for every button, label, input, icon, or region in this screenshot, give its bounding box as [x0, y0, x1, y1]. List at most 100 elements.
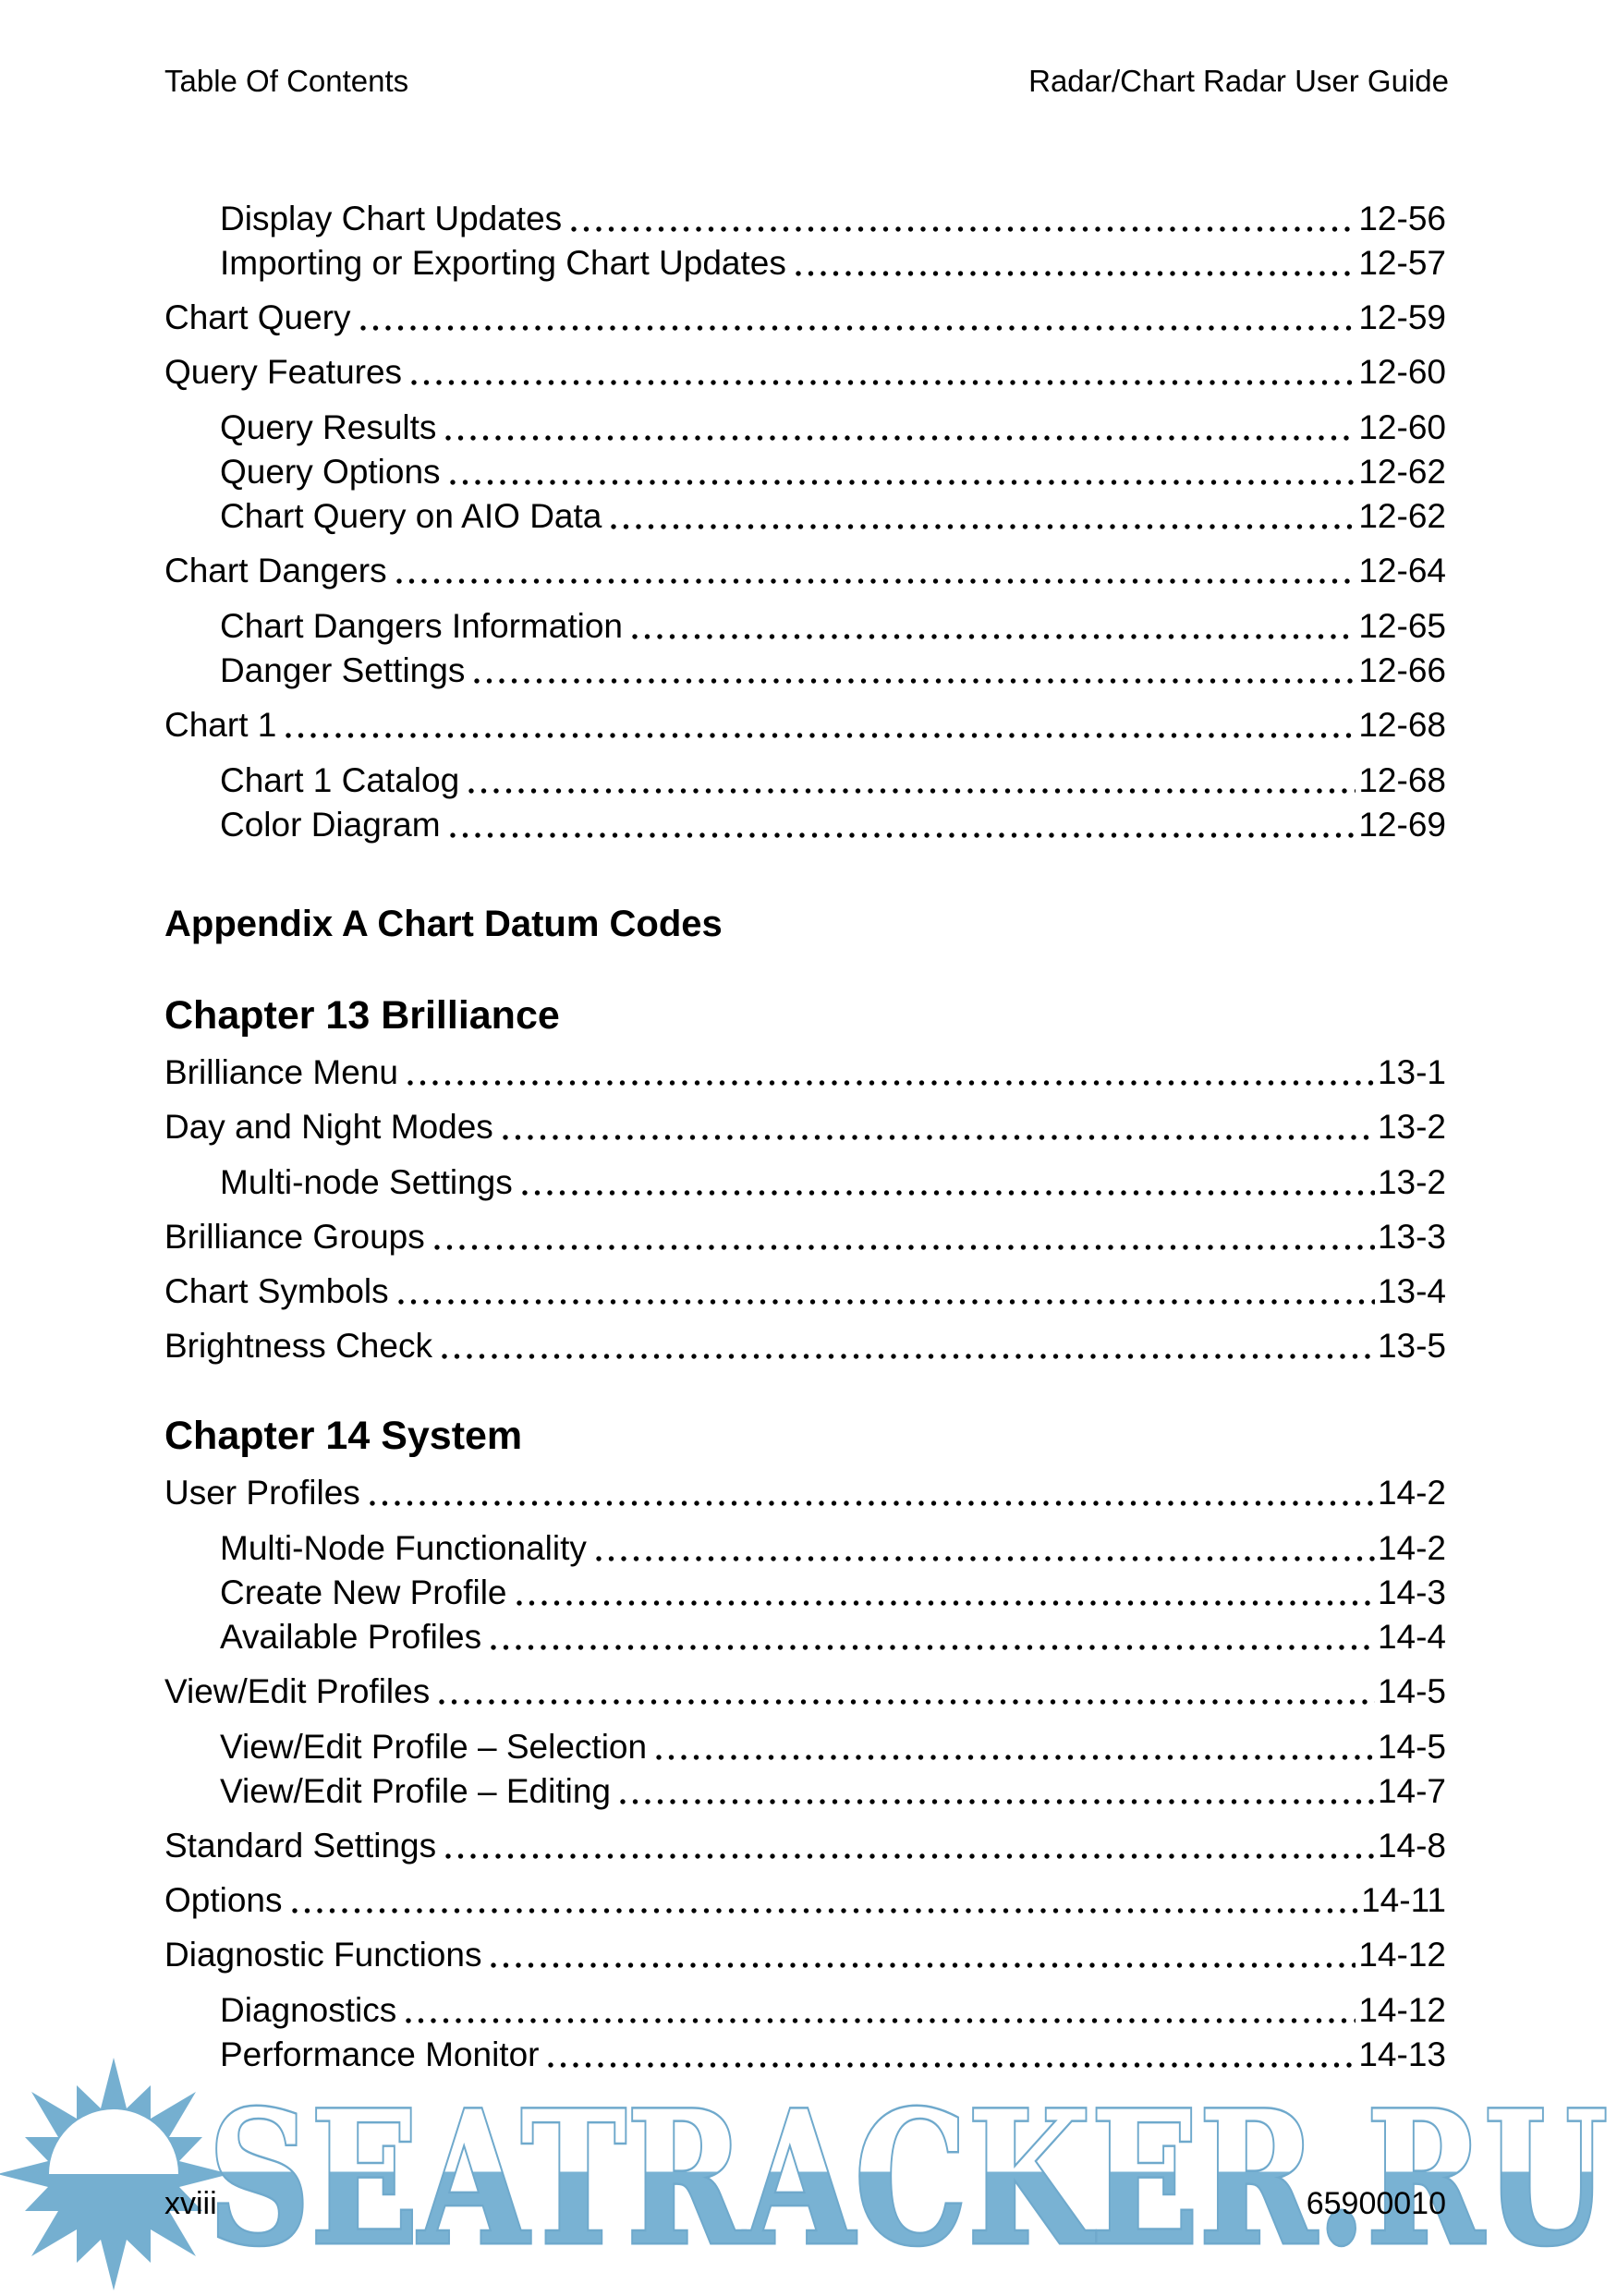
- toc-entry-page-number: 14-12: [1358, 1936, 1446, 1974]
- toc-entry-label: Day and Night Modes: [164, 1108, 493, 1146]
- toc-entry[interactable]: Chart Dangers Information 12-65: [164, 608, 1446, 645]
- toc-entry-label: View/Edit Profiles: [164, 1672, 431, 1710]
- toc-entry[interactable]: Color Diagram 12-69: [164, 807, 1446, 844]
- toc-entry[interactable]: Brilliance Menu 13-1: [164, 1054, 1446, 1091]
- toc-entry[interactable]: Diagnostics 14-12: [164, 1992, 1446, 2029]
- dot-leader: [359, 299, 1356, 336]
- toc-entry[interactable]: View/Edit Profiles 14-5: [164, 1673, 1446, 1710]
- toc-heading: Appendix A Chart Datum Codes: [164, 904, 1446, 944]
- dot-leader: [571, 200, 1356, 237]
- toc-entry-label: Chart Dangers Information: [220, 607, 623, 645]
- toc-entry-page-number: 12-60: [1358, 353, 1446, 391]
- toc-entry-page-number: 12-57: [1358, 244, 1446, 282]
- toc-entry[interactable]: Multi-node Settings 13-2: [164, 1164, 1446, 1201]
- toc-entry-label: Chart 1: [164, 706, 277, 744]
- dot-leader: [395, 553, 1356, 589]
- toc-entry-label: Chart Query on AIO Data: [220, 497, 602, 535]
- toc-entry-label: Performance Monitor: [220, 2035, 540, 2073]
- toc-heading-label: Chapter 14 System: [164, 1414, 523, 1458]
- toc-entry[interactable]: Multi-Node Functionality 14-2: [164, 1530, 1446, 1567]
- watermark-text: SEATRACKER.RU: [208, 2069, 1611, 2289]
- toc-entry-page-number: 14-7: [1377, 1772, 1446, 1810]
- toc-entry-label: Chart Dangers: [164, 552, 387, 589]
- toc-entry[interactable]: Danger Settings 12-66: [164, 652, 1446, 689]
- toc-entry[interactable]: Create New Profile 14-3: [164, 1574, 1446, 1611]
- dot-leader: [468, 762, 1356, 799]
- toc-entry[interactable]: Chart 1 Catalog 12-68: [164, 762, 1446, 799]
- toc-entry[interactable]: Day and Night Modes 13-2: [164, 1109, 1446, 1146]
- toc-heading: Chapter 14 System: [164, 1414, 1446, 1458]
- toc-entry-label: Brilliance Groups: [164, 1218, 425, 1256]
- toc-entry[interactable]: Available Profiles 14-4: [164, 1619, 1446, 1656]
- dot-leader: [502, 1109, 1375, 1146]
- toc-entry[interactable]: Chart 1 12-68: [164, 707, 1446, 744]
- dot-leader: [516, 1574, 1375, 1611]
- toc-entry[interactable]: Query Options 12-62: [164, 454, 1446, 491]
- toc-heading-label: Appendix A Chart Datum Codes: [164, 904, 723, 944]
- toc-entry[interactable]: Chart Symbols 13-4: [164, 1273, 1446, 1310]
- dot-leader: [397, 1273, 1375, 1310]
- toc-entry-label: View/Edit Profile – Editing: [220, 1772, 611, 1810]
- toc-entry[interactable]: Chart Query on AIO Data 12-62: [164, 498, 1446, 535]
- toc-entry[interactable]: Importing or Exporting Chart Updates 12-5…: [164, 245, 1446, 282]
- toc-entry-label: Multi-Node Functionality: [220, 1529, 587, 1567]
- dot-leader: [656, 1729, 1375, 1766]
- toc-entry[interactable]: Brightness Check 13-5: [164, 1328, 1446, 1365]
- toc-entry-page-number: 12-64: [1358, 552, 1446, 589]
- dot-leader: [433, 1219, 1375, 1256]
- toc-heading-label: Chapter 13 Brilliance: [164, 993, 560, 1038]
- toc-entry[interactable]: Options 14-11: [164, 1882, 1446, 1919]
- toc-entry-label: Query Features: [164, 353, 403, 391]
- header-left-title: Table Of Contents: [164, 64, 409, 98]
- toc-entry-page-number: 13-3: [1377, 1218, 1446, 1256]
- toc-entry-page-number: 14-13: [1358, 2035, 1446, 2073]
- toc-entry-page-number: 13-2: [1377, 1163, 1446, 1201]
- dot-leader: [445, 409, 1356, 446]
- toc-entry-label: Standard Settings: [164, 1827, 437, 1865]
- toc-entry-page-number: 14-11: [1361, 1881, 1446, 1919]
- toc-entry-page-number: 13-2: [1377, 1108, 1446, 1146]
- sun-logo-icon: [0, 2058, 230, 2290]
- dot-leader: [474, 652, 1356, 689]
- toc-entry-label: Options: [164, 1881, 283, 1919]
- toc-entry[interactable]: Chart Dangers 12-64: [164, 553, 1446, 589]
- dot-leader: [521, 1164, 1375, 1201]
- toc-entry[interactable]: User Profiles 14-2: [164, 1475, 1446, 1512]
- toc-entry[interactable]: Chart Query 12-59: [164, 299, 1446, 336]
- toc-entry[interactable]: Query Features 12-60: [164, 354, 1446, 391]
- dot-leader: [595, 1530, 1375, 1567]
- toc-entry-label: User Profiles: [164, 1474, 360, 1512]
- toc-entry-label: View/Edit Profile – Selection: [220, 1728, 648, 1766]
- toc-entry-label: Multi-node Settings: [220, 1163, 513, 1201]
- toc-entry[interactable]: Performance Monitor 14-13: [164, 2036, 1446, 2073]
- toc-entry[interactable]: View/Edit Profile – Selection 14-5: [164, 1729, 1446, 1766]
- toc-entry[interactable]: View/Edit Profile – Editing 14-7: [164, 1773, 1446, 1810]
- dot-leader: [445, 1828, 1375, 1865]
- dot-leader: [291, 1882, 1359, 1919]
- toc-entry-page-number: 14-3: [1377, 1573, 1446, 1611]
- toc-entry[interactable]: Query Results 12-60: [164, 409, 1446, 446]
- footer-page-number: xviii: [164, 2186, 217, 2221]
- dot-leader: [406, 1992, 1356, 2029]
- dot-leader: [407, 1054, 1375, 1091]
- toc-entry[interactable]: Display Chart Updates 12-56: [164, 200, 1446, 237]
- toc-entry-label: Danger Settings: [220, 651, 466, 689]
- toc-entry-page-number: 12-62: [1358, 453, 1446, 491]
- toc-entry-label: Available Profiles: [220, 1618, 482, 1656]
- toc-entry-page-number: 13-5: [1377, 1327, 1446, 1365]
- running-header: Table Of Contents Radar/Chart Radar User…: [164, 63, 1449, 100]
- toc-entry-page-number: 13-1: [1377, 1053, 1446, 1091]
- dot-leader: [491, 1619, 1375, 1656]
- dot-leader: [369, 1475, 1375, 1512]
- watermark-text-glyphs: SEATRACKER.RU: [208, 2071, 1608, 2286]
- dot-leader: [449, 807, 1356, 844]
- toc-entry[interactable]: Brilliance Groups 13-3: [164, 1219, 1446, 1256]
- toc-entry-page-number: 12-60: [1358, 408, 1446, 446]
- toc-entry-label: Diagnostics: [220, 1991, 397, 2029]
- toc-entry[interactable]: Standard Settings 14-8: [164, 1828, 1446, 1865]
- toc-entry-page-number: 12-56: [1358, 200, 1446, 237]
- toc-entry-page-number: 12-59: [1358, 298, 1446, 336]
- toc-entry-page-number: 14-12: [1358, 1991, 1446, 2029]
- toc-entry-label: Brightness Check: [164, 1327, 432, 1365]
- toc-entry[interactable]: Diagnostic Functions 14-12: [164, 1937, 1446, 1974]
